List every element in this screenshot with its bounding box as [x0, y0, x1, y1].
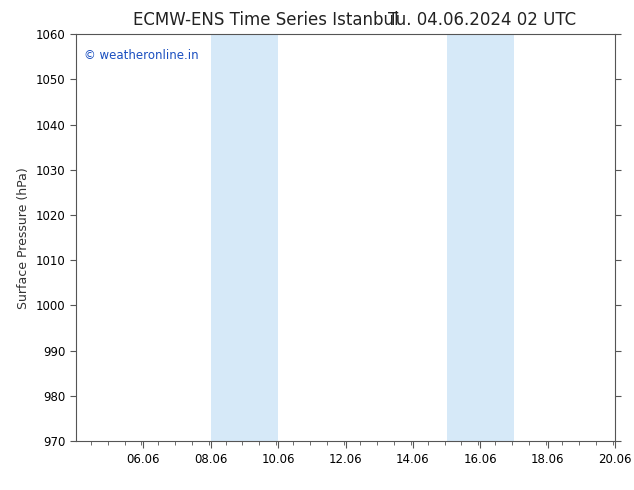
Text: © weatheronline.in: © weatheronline.in [84, 49, 199, 62]
Text: ECMW-ENS Time Series Istanbul: ECMW-ENS Time Series Istanbul [134, 11, 399, 29]
Bar [446, 34, 514, 441]
Text: Tu. 04.06.2024 02 UTC: Tu. 04.06.2024 02 UTC [388, 11, 576, 29]
Bar [210, 34, 278, 441]
Y-axis label: Surface Pressure (hPa): Surface Pressure (hPa) [17, 167, 30, 309]
